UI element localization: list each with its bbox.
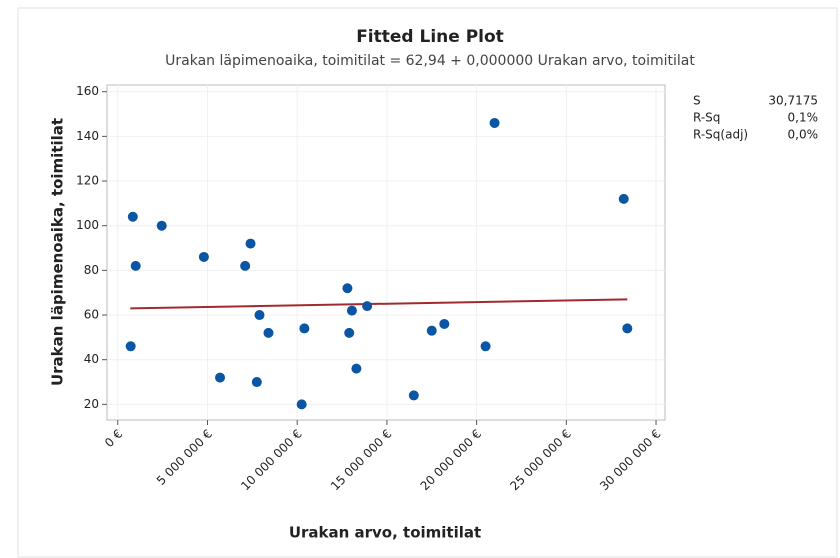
- y-tick-label: 160: [76, 84, 99, 98]
- y-tick-label: 120: [76, 174, 99, 188]
- data-point: [439, 318, 450, 329]
- data-point: [215, 372, 226, 383]
- data-point: [125, 341, 136, 352]
- y-tick-label: 40: [84, 352, 99, 366]
- data-point: [127, 211, 138, 222]
- chart-subtitle: Urakan läpimenoaika, toimitilat = 62,94 …: [165, 53, 695, 69]
- data-point: [344, 327, 355, 338]
- data-point: [622, 323, 633, 334]
- chart-title: Fitted Line Plot: [356, 27, 504, 47]
- stat-name: R-Sq(adj): [693, 128, 748, 142]
- y-tick-label: 60: [84, 308, 99, 322]
- stat-name: S: [693, 94, 701, 108]
- data-point: [489, 117, 500, 128]
- data-point: [480, 341, 491, 352]
- y-tick-label: 80: [84, 263, 99, 277]
- data-point: [362, 301, 373, 312]
- data-point: [346, 305, 357, 316]
- fitted-line: [130, 298, 628, 310]
- data-point: [342, 283, 353, 294]
- y-tick-label: 100: [76, 218, 99, 232]
- data-point: [130, 260, 141, 271]
- data-point: [408, 390, 419, 401]
- data-point: [240, 260, 251, 271]
- data-point: [254, 310, 265, 321]
- stat-value: 0,0%: [788, 128, 819, 142]
- y-tick-label: 20: [84, 397, 99, 411]
- data-point: [299, 323, 310, 334]
- data-point: [245, 238, 256, 249]
- data-point: [156, 220, 167, 231]
- stat-name: R-Sq: [693, 111, 720, 125]
- data-point: [618, 193, 629, 204]
- data-point: [251, 377, 262, 388]
- stat-value: 30,7175: [768, 94, 818, 108]
- data-point: [263, 327, 274, 338]
- y-tick-label: 140: [76, 129, 99, 143]
- data-point: [351, 363, 362, 374]
- stat-value: 0,1%: [788, 111, 819, 125]
- data-point: [198, 251, 209, 262]
- data-point: [296, 399, 307, 410]
- data-point: [426, 325, 437, 336]
- x-axis-label: Urakan arvo, toimitilat: [289, 524, 481, 542]
- y-axis-label: Urakan läpimenoaika, toimitilat: [49, 118, 67, 386]
- plot-area: [106, 84, 666, 421]
